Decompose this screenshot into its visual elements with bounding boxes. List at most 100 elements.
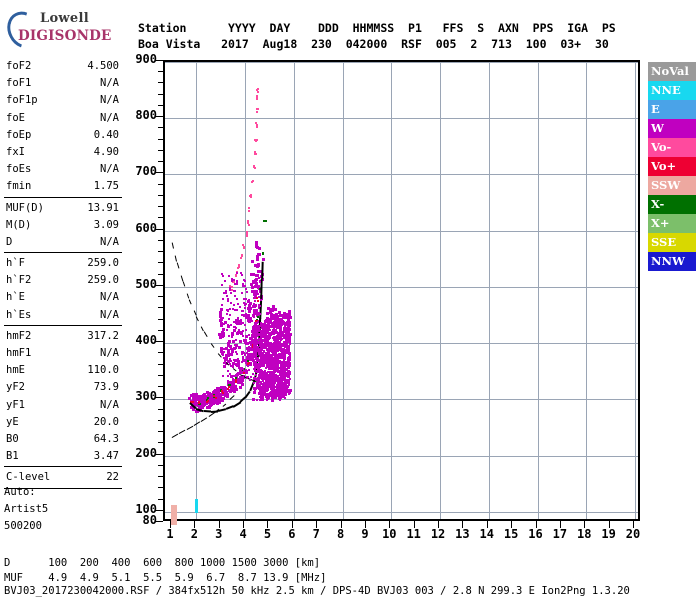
data-point bbox=[270, 362, 273, 365]
legend-item-x-[interactable]: X+ bbox=[648, 214, 696, 233]
data-point bbox=[272, 386, 276, 390]
legend-item-nne[interactable]: NNE bbox=[648, 81, 696, 100]
data-point bbox=[235, 377, 238, 380]
data-point bbox=[278, 343, 282, 347]
data-point bbox=[262, 388, 266, 392]
data-point bbox=[288, 309, 291, 312]
data-point bbox=[270, 312, 274, 316]
data-point bbox=[249, 307, 253, 311]
data-point bbox=[282, 377, 286, 381]
data-point bbox=[207, 396, 210, 399]
param-row: M(D) 3.09 bbox=[4, 217, 122, 234]
legend-item-noval[interactable]: NoVal bbox=[648, 62, 696, 81]
data-point bbox=[256, 88, 259, 91]
data-point bbox=[267, 352, 271, 356]
grid-line-horizontal bbox=[165, 343, 638, 345]
data-point bbox=[247, 223, 250, 226]
param-row: foEs N/A bbox=[4, 161, 122, 178]
data-point bbox=[266, 395, 270, 399]
data-point bbox=[268, 362, 271, 365]
data-point bbox=[221, 391, 224, 394]
data-point bbox=[238, 380, 242, 384]
legend-item-sse[interactable]: SSE bbox=[648, 233, 696, 252]
data-point bbox=[206, 390, 210, 394]
data-point bbox=[285, 379, 289, 383]
data-point bbox=[256, 269, 260, 273]
auto-line: Artist5 bbox=[4, 503, 49, 516]
data-point bbox=[233, 320, 236, 323]
data-point bbox=[252, 328, 255, 331]
data-point bbox=[226, 381, 230, 385]
legend-item-x-[interactable]: X- bbox=[648, 195, 696, 214]
param-row: foF1p N/A bbox=[4, 92, 122, 109]
data-point bbox=[263, 351, 266, 354]
data-point bbox=[254, 299, 257, 302]
data-point bbox=[249, 357, 253, 361]
data-point bbox=[228, 362, 231, 365]
data-point bbox=[256, 292, 259, 295]
grid-line-horizontal bbox=[165, 399, 638, 401]
station-header-line1: Station YYYY DAY DDD HHMMSS P1 FFS S AXN… bbox=[138, 21, 616, 35]
muf-table-line2: MUF 4.9 4.9 5.1 5.5 5.9 6.7 8.7 13.9 [MH… bbox=[4, 571, 327, 584]
data-point bbox=[271, 361, 274, 364]
legend-item-nnw[interactable]: NNW bbox=[648, 252, 696, 271]
data-point bbox=[284, 316, 287, 319]
data-point bbox=[269, 384, 271, 387]
param-value: N/A bbox=[100, 291, 119, 304]
data-point bbox=[230, 348, 233, 351]
param-row: yF2 73.9 bbox=[4, 379, 122, 396]
legend-item-vo-[interactable]: Vo+ bbox=[648, 157, 696, 176]
data-point bbox=[283, 365, 287, 369]
data-point bbox=[242, 375, 245, 378]
data-point bbox=[256, 360, 259, 363]
legend-item-vo-[interactable]: Vo- bbox=[648, 138, 696, 157]
data-point bbox=[255, 321, 259, 325]
param-row: hmF2 317.2 bbox=[4, 328, 122, 345]
data-point bbox=[222, 275, 225, 278]
data-point bbox=[267, 336, 271, 340]
legend-item-e[interactable]: E bbox=[648, 100, 696, 119]
legend-item-w[interactable]: W bbox=[648, 119, 696, 138]
data-point bbox=[247, 313, 251, 317]
data-point bbox=[202, 399, 206, 403]
data-point bbox=[251, 335, 254, 338]
data-point bbox=[244, 298, 247, 301]
data-point bbox=[287, 371, 291, 375]
muf-curve-dash bbox=[200, 326, 204, 331]
data-point bbox=[273, 370, 276, 373]
muf-curve-dash bbox=[195, 316, 200, 322]
data-point bbox=[212, 400, 216, 404]
ionogram-plot-area[interactable] bbox=[163, 60, 640, 525]
data-point bbox=[268, 329, 271, 332]
legend-item-ssw[interactable]: SSW bbox=[648, 176, 696, 195]
data-point bbox=[266, 319, 269, 322]
data-point bbox=[276, 353, 279, 356]
data-point bbox=[278, 398, 281, 401]
data-point bbox=[228, 335, 230, 337]
data-point bbox=[246, 316, 250, 320]
param-key: yF1 bbox=[6, 398, 25, 411]
data-point bbox=[223, 280, 226, 283]
data-point bbox=[232, 307, 234, 310]
data-point bbox=[266, 306, 270, 310]
data-point bbox=[195, 393, 199, 397]
data-point bbox=[265, 220, 268, 223]
param-value: N/A bbox=[100, 235, 119, 248]
param-value: 3.47 bbox=[93, 450, 119, 463]
param-value: N/A bbox=[100, 347, 119, 359]
y-axis-label: 800 bbox=[135, 108, 157, 123]
data-point bbox=[268, 342, 271, 345]
data-point bbox=[241, 273, 244, 276]
data-point bbox=[213, 394, 216, 397]
grid-line-vertical bbox=[342, 62, 344, 519]
station-header: Station YYYY DAY DDD HHMMSS P1 FFS S AXN… bbox=[138, 20, 616, 52]
data-point bbox=[271, 387, 274, 390]
data-point bbox=[255, 139, 258, 142]
data-point bbox=[264, 383, 267, 386]
y-axis-label: 100 bbox=[135, 501, 157, 516]
data-point bbox=[226, 395, 230, 399]
data-point bbox=[253, 325, 257, 329]
data-point bbox=[196, 404, 200, 408]
data-point bbox=[262, 336, 265, 339]
data-point bbox=[255, 330, 258, 333]
